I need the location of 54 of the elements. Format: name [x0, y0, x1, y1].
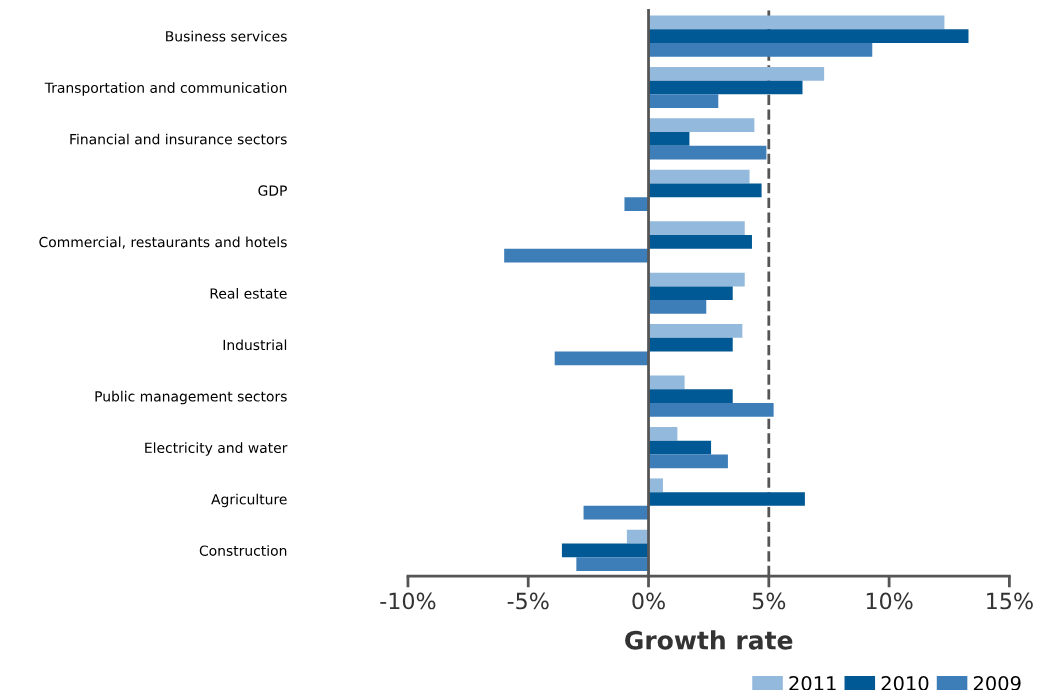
- bar: [648, 440, 712, 455]
- bar: [648, 286, 733, 301]
- bar: [648, 478, 663, 493]
- bar: [648, 337, 733, 352]
- bar: [648, 169, 750, 184]
- bar: [624, 197, 649, 211]
- y-tick-label: GDP: [258, 185, 287, 196]
- bar: [648, 145, 767, 160]
- y-tick-label: Real estate: [210, 287, 287, 299]
- x-tick-label: 5%: [752, 592, 786, 610]
- bar: [648, 183, 762, 198]
- x-tick-label: -10%: [380, 592, 436, 610]
- bar: [648, 324, 743, 338]
- bar: [576, 557, 649, 572]
- bar: [648, 66, 825, 81]
- bar: [648, 389, 733, 403]
- y-tick-label: Business services: [166, 30, 287, 42]
- x-tick-label: 0%: [632, 592, 665, 610]
- x-tick-label: 10%: [866, 592, 913, 610]
- y-tick-label: Transportation and communication: [44, 82, 287, 96]
- y-tick-label: Construction: [199, 545, 287, 556]
- y-tick-label: Agriculture: [211, 493, 287, 508]
- bar: [561, 543, 649, 558]
- bar: [648, 15, 945, 30]
- legend-label: 2010: [881, 675, 929, 690]
- bar: [648, 42, 873, 57]
- bar: [626, 529, 649, 544]
- bar: [648, 454, 728, 469]
- y-tick-label: Financial and insurance sectors: [70, 133, 287, 145]
- bar: [648, 426, 678, 441]
- bar: [554, 351, 649, 366]
- bar: [648, 300, 707, 314]
- bar: [583, 505, 649, 520]
- bar: [648, 29, 969, 43]
- y-tick-label: Electricity and water: [145, 442, 288, 456]
- bar: [504, 248, 649, 263]
- bar: [648, 492, 805, 506]
- bar: [648, 118, 755, 133]
- bar: [648, 80, 803, 95]
- bar: [648, 94, 719, 109]
- legend-label: 2011: [789, 675, 836, 690]
- x-axis-title: Growth rate: [625, 630, 793, 650]
- legend-label: 2009: [973, 675, 1021, 690]
- bar: [648, 234, 752, 249]
- x-tick-label: -5%: [507, 592, 549, 610]
- y-tick-label: Commercial, restaurants and hotels: [39, 236, 287, 249]
- bar: [648, 375, 685, 390]
- bar: [648, 132, 690, 146]
- y-tick-label: Public management sectors: [95, 390, 287, 405]
- x-tick-label: 15%: [987, 592, 1033, 610]
- bar: [648, 402, 774, 417]
- bar: [648, 221, 745, 235]
- bar: [648, 272, 745, 287]
- y-tick-label: Industrial: [223, 339, 287, 351]
